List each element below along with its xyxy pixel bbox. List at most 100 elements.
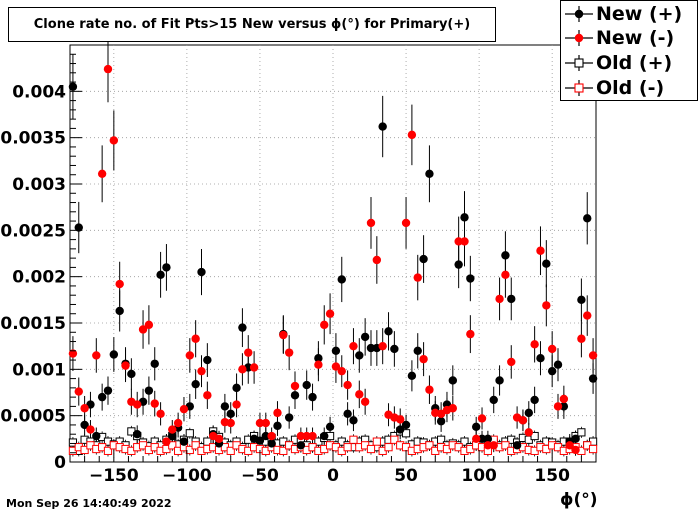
data-point [162, 437, 171, 446]
data-point [249, 363, 259, 372]
x-tick-label: 100 [461, 466, 497, 486]
data-point [290, 381, 300, 391]
data-point [559, 402, 569, 411]
data-point [203, 355, 212, 365]
data-point [150, 399, 159, 408]
data-point [68, 438, 78, 447]
data-point [80, 404, 89, 413]
data-point [115, 306, 124, 316]
y-tick-label: 0.003 [12, 175, 66, 195]
data-point [507, 357, 516, 367]
data-point [133, 400, 142, 409]
legend-label-new-minus: New (-) [596, 27, 675, 49]
data-point [284, 348, 294, 357]
data-point [349, 416, 358, 425]
data-point [103, 446, 113, 455]
data-point [296, 431, 306, 441]
data-point [401, 429, 411, 438]
data-point [185, 351, 195, 360]
data-point [542, 301, 551, 310]
data-point [290, 391, 300, 400]
data-point [407, 371, 417, 381]
data-point [401, 420, 411, 430]
data-point [524, 408, 533, 418]
data-point [197, 366, 206, 376]
data-point [559, 394, 569, 404]
data-point [477, 434, 487, 444]
data-point [191, 334, 200, 343]
data-point [343, 443, 352, 452]
data-point [384, 327, 393, 336]
data-point [74, 387, 83, 396]
data-point [454, 260, 463, 269]
axes: −150 −100 −50 0 50 100 150 0 0.0005 0.001 0.0015 0.… [0, 44, 597, 486]
data-point [483, 434, 493, 444]
data-point [226, 446, 235, 455]
x-tick-label: 150 [534, 466, 570, 486]
data-point [185, 429, 194, 438]
data-point [401, 218, 411, 228]
data-point [220, 402, 230, 411]
data-point [80, 420, 89, 430]
data-point [331, 346, 341, 355]
data-point [501, 441, 510, 450]
data-point [320, 320, 329, 330]
data-point [378, 122, 387, 131]
data-point [238, 365, 247, 374]
data-point [267, 439, 276, 448]
data-point [168, 431, 177, 441]
data-point [92, 351, 101, 360]
x-tick-label: 50 [394, 466, 418, 486]
data-point [366, 218, 376, 228]
data-point [366, 444, 376, 454]
legend: New (+) New (-) Old (+) Old (-) [560, 0, 698, 101]
data-point [425, 169, 434, 179]
legend-entry-new-minus: New (-) [561, 26, 697, 50]
chart-title-text: Clone rate no. of Fit Pts>15 New versus … [33, 17, 471, 32]
data-point [448, 376, 458, 385]
data-point [507, 294, 516, 304]
data-point [302, 380, 311, 390]
data-point [349, 435, 358, 444]
y-tick-label: 0.0025 [0, 221, 66, 241]
data-point [583, 311, 592, 320]
data-point [530, 395, 539, 405]
data-point [191, 441, 200, 450]
data-point [109, 350, 119, 359]
x-tick-label: −100 [162, 466, 212, 486]
data-point [279, 446, 288, 455]
data-point [343, 409, 352, 419]
data-point [425, 385, 434, 394]
legend-marker-old-plus [565, 55, 593, 71]
data-point [109, 136, 119, 145]
data-point [483, 441, 493, 450]
timestamp: Mon Sep 26 14:40:49 2022 [6, 497, 172, 510]
data-point [226, 409, 235, 419]
data-point [512, 441, 522, 450]
data-point [185, 445, 194, 455]
data-point [518, 416, 528, 425]
data-point [337, 275, 346, 284]
data-point [471, 434, 481, 444]
data-point [273, 408, 282, 418]
data-point [115, 279, 124, 289]
data-point [565, 441, 574, 450]
data-point [173, 418, 183, 428]
data-point [536, 246, 545, 255]
data-point [460, 237, 469, 246]
data-point [542, 259, 551, 268]
y-tick-label: 0.0005 [0, 407, 66, 427]
data-point [214, 434, 224, 444]
data-point [320, 431, 329, 441]
data-point [138, 325, 148, 334]
data-point [80, 445, 89, 455]
data-point [466, 329, 475, 339]
data-point [191, 379, 200, 389]
data-point [325, 422, 335, 431]
data-point [92, 431, 101, 441]
y-tick-label: 0.0015 [0, 314, 66, 334]
data-point [378, 341, 387, 351]
data-point [343, 380, 352, 390]
data-point [103, 64, 113, 74]
data-point [360, 332, 370, 342]
